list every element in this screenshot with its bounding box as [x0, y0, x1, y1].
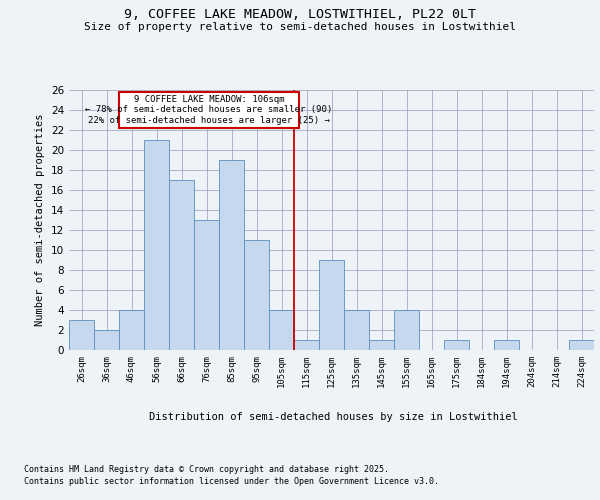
Bar — [369, 340, 394, 350]
Text: ← 78% of semi-detached houses are smaller (90): ← 78% of semi-detached houses are smalle… — [85, 106, 332, 114]
Text: Distribution of semi-detached houses by size in Lostwithiel: Distribution of semi-detached houses by … — [149, 412, 517, 422]
Text: Size of property relative to semi-detached houses in Lostwithiel: Size of property relative to semi-detach… — [84, 22, 516, 32]
Y-axis label: Number of semi-detached properties: Number of semi-detached properties — [35, 114, 46, 326]
Bar — [144, 140, 169, 350]
Bar — [119, 310, 144, 350]
Text: Contains public sector information licensed under the Open Government Licence v3: Contains public sector information licen… — [24, 478, 439, 486]
Text: 9 COFFEE LAKE MEADOW: 106sqm: 9 COFFEE LAKE MEADOW: 106sqm — [134, 95, 284, 104]
Bar — [494, 340, 519, 350]
Text: 22% of semi-detached houses are larger (25) →: 22% of semi-detached houses are larger (… — [88, 116, 330, 125]
Bar — [269, 310, 294, 350]
Bar — [244, 240, 269, 350]
Bar — [219, 160, 244, 350]
FancyBboxPatch shape — [119, 92, 299, 128]
Bar — [294, 340, 319, 350]
Bar — [319, 260, 344, 350]
Bar — [569, 340, 594, 350]
Bar — [169, 180, 194, 350]
Text: 9, COFFEE LAKE MEADOW, LOSTWITHIEL, PL22 0LT: 9, COFFEE LAKE MEADOW, LOSTWITHIEL, PL22… — [124, 8, 476, 20]
Bar — [94, 330, 119, 350]
Bar — [69, 320, 94, 350]
Bar — [194, 220, 219, 350]
Bar — [394, 310, 419, 350]
Bar — [344, 310, 369, 350]
Text: Contains HM Land Registry data © Crown copyright and database right 2025.: Contains HM Land Registry data © Crown c… — [24, 465, 389, 474]
Bar — [444, 340, 469, 350]
